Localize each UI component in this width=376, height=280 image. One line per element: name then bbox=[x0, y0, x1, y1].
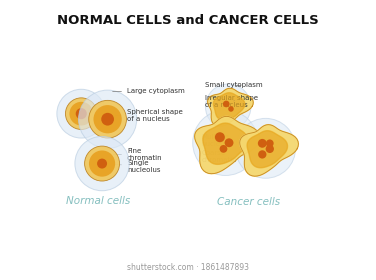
Text: Multiple
nucleoli: Multiple nucleoli bbox=[201, 134, 229, 146]
Text: Large cytoplasm: Large cytoplasm bbox=[112, 88, 185, 94]
Text: Coarse
chromatin: Coarse chromatin bbox=[201, 150, 237, 163]
Text: Cancer cells: Cancer cells bbox=[217, 197, 280, 207]
Circle shape bbox=[258, 150, 267, 158]
Ellipse shape bbox=[89, 100, 126, 138]
Circle shape bbox=[228, 106, 234, 112]
Polygon shape bbox=[247, 131, 288, 168]
Ellipse shape bbox=[193, 110, 258, 176]
Circle shape bbox=[265, 145, 274, 153]
Polygon shape bbox=[240, 125, 299, 176]
Circle shape bbox=[101, 113, 114, 126]
Ellipse shape bbox=[89, 150, 115, 177]
Ellipse shape bbox=[85, 146, 120, 181]
Ellipse shape bbox=[205, 84, 251, 129]
Ellipse shape bbox=[65, 98, 97, 129]
Polygon shape bbox=[195, 116, 260, 174]
Text: Single
nucleolus: Single nucleolus bbox=[106, 160, 161, 173]
Ellipse shape bbox=[236, 118, 296, 178]
Ellipse shape bbox=[79, 90, 137, 148]
Text: Spherical shape
of a nucleus: Spherical shape of a nucleus bbox=[115, 109, 183, 122]
Text: Fine
chromatin: Fine chromatin bbox=[113, 148, 163, 161]
Ellipse shape bbox=[75, 136, 129, 191]
Circle shape bbox=[258, 139, 267, 148]
Text: Small cytoplasm: Small cytoplasm bbox=[205, 82, 262, 88]
Polygon shape bbox=[208, 88, 253, 126]
Polygon shape bbox=[213, 93, 245, 120]
Text: NORMAL CELLS and CANCER CELLS: NORMAL CELLS and CANCER CELLS bbox=[57, 14, 319, 27]
Ellipse shape bbox=[57, 89, 106, 138]
Circle shape bbox=[223, 101, 230, 107]
Circle shape bbox=[76, 108, 87, 119]
Circle shape bbox=[266, 139, 274, 147]
Polygon shape bbox=[203, 123, 248, 164]
Circle shape bbox=[97, 158, 107, 169]
Ellipse shape bbox=[70, 102, 93, 125]
Text: shutterstock.com · 1861487893: shutterstock.com · 1861487893 bbox=[127, 263, 249, 272]
Text: Normal cells: Normal cells bbox=[66, 196, 130, 206]
Circle shape bbox=[215, 132, 225, 142]
Circle shape bbox=[220, 145, 227, 153]
Text: Irregular shape
of a nucleus: Irregular shape of a nucleus bbox=[205, 95, 258, 108]
Circle shape bbox=[224, 138, 233, 147]
Ellipse shape bbox=[94, 105, 122, 133]
